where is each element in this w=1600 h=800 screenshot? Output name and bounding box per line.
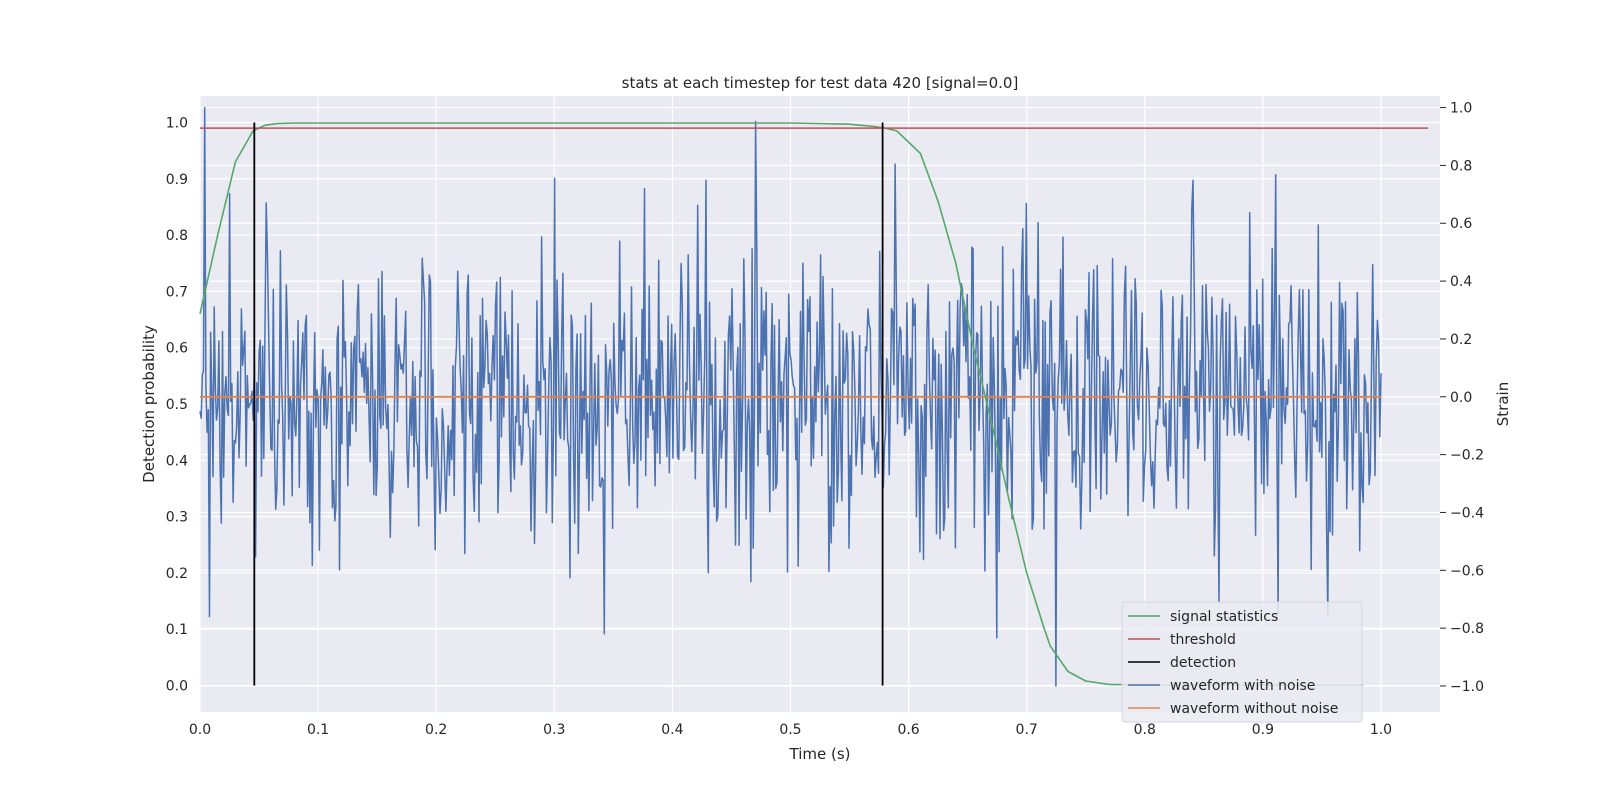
legend: signal statistics threshold detection wa…	[1121, 601, 1363, 723]
y-tick-label: 0.3	[166, 510, 188, 526]
x-tick-label: 0.7	[1016, 722, 1038, 738]
legend-entry: signal statistics	[1128, 609, 1278, 625]
y2-tick-label: 0.6	[1450, 216, 1472, 232]
legend-frame	[1121, 601, 1363, 723]
legend-entry: threshold	[1128, 632, 1236, 648]
y-tick-label: 0.0	[166, 679, 188, 695]
legend-entry: waveform with noise	[1128, 678, 1315, 694]
y-tick-label: 0.2	[166, 566, 188, 582]
y2-tick-label: 0.8	[1450, 158, 1472, 174]
x-axis: 0.0 0.1 0.2 0.3 0.4 0.5 0.6 0.7 0.8 0.9 1.0	[189, 722, 1392, 738]
x-tick-label: 0.6	[897, 722, 919, 738]
x-tick-label: 0.1	[307, 722, 329, 738]
legend-label: waveform without noise	[1170, 701, 1338, 717]
y2-tick-label: 0.0	[1450, 390, 1472, 406]
left-axis: 0.0 0.1 0.2 0.3 0.4 0.5 0.6 0.7 0.8 0.9 1.0	[166, 115, 188, 694]
legend-label: signal statistics	[1170, 609, 1278, 625]
legend-label: threshold	[1170, 632, 1236, 648]
y2-tick-label: −1.0	[1450, 679, 1484, 695]
x-tick-label: 0.5	[779, 722, 801, 738]
y-tick-label: 0.9	[166, 172, 188, 188]
x-tick-label: 0.4	[661, 722, 683, 738]
chart-title: stats at each timestep for test data 420…	[622, 74, 1019, 92]
y2-tick-label: 0.4	[1450, 274, 1472, 290]
x-tick-label: 0.2	[425, 722, 447, 738]
series-layer	[199, 106, 1429, 687]
x-tick-label: 0.3	[543, 722, 565, 738]
legend-entry: detection	[1128, 655, 1236, 671]
legend-label: detection	[1170, 655, 1236, 671]
x-tick-label: 0.9	[1252, 722, 1274, 738]
legend-entry: waveform without noise	[1128, 701, 1338, 717]
y2-tick-label: −0.4	[1450, 505, 1484, 521]
y2-tick-label: 1.0	[1450, 101, 1472, 117]
y-axis-label: Detection probability	[140, 325, 158, 483]
x-tick-label: 0.8	[1134, 722, 1156, 738]
y-tick-label: 0.7	[166, 284, 188, 300]
y2-tick-label: −0.6	[1450, 563, 1484, 579]
x-tick-label: 0.0	[189, 722, 211, 738]
y2-tick-label: −0.8	[1450, 621, 1484, 637]
legend-label: waveform with noise	[1170, 678, 1315, 694]
y-tick-label: 0.5	[166, 397, 188, 413]
y-tick-label: 0.4	[166, 453, 188, 469]
y2-axis-label: Strain	[1494, 382, 1512, 426]
y-tick-label: 0.8	[166, 228, 188, 244]
right-axis: −1.0 −0.8 −0.6 −0.4 −0.2 0.0 0.2 0.4 0.6 0.8 1.0	[1440, 101, 1484, 695]
series-waveform-with-noise	[199, 106, 1382, 687]
y2-tick-label: −0.2	[1450, 448, 1484, 464]
y-tick-label: 0.6	[166, 341, 188, 357]
x-axis-label: Time (s)	[789, 745, 851, 763]
y2-tick-label: 0.2	[1450, 332, 1472, 348]
x-tick-label: 1.0	[1370, 722, 1392, 738]
series-signal-statistics	[199, 122, 1364, 686]
y-tick-label: 0.1	[166, 622, 188, 638]
y-tick-label: 1.0	[166, 115, 188, 131]
